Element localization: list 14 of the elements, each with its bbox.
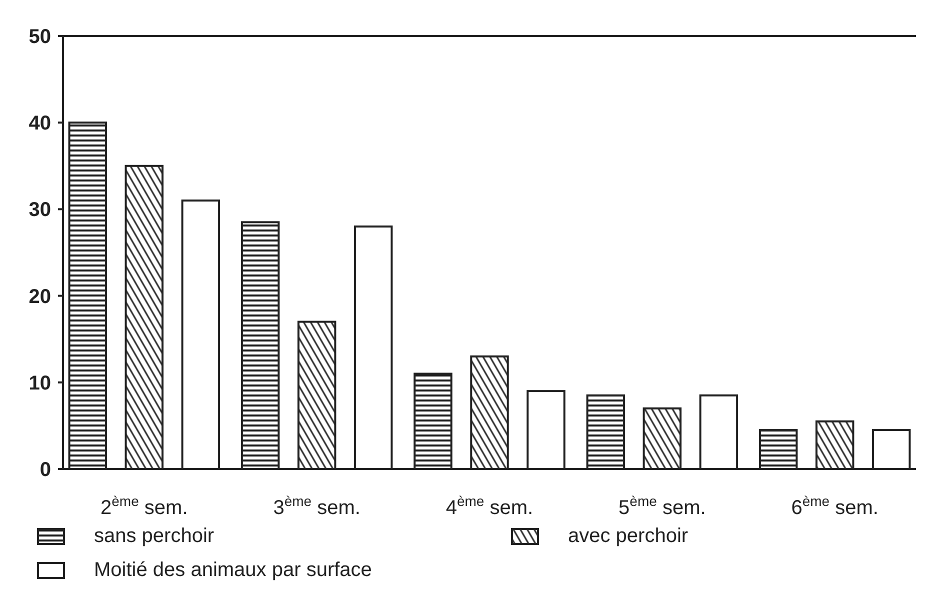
x-tick-label: 6$^{ème}$ sem. — [791, 493, 878, 519]
legend-label: sans perchoir — [94, 525, 214, 547]
y-tick-label: 30 — [28, 199, 51, 222]
y-tick-label: 50 — [28, 26, 51, 48]
x-tick-label: 4$^{ème}$ sem. — [446, 493, 534, 519]
x-tick-label: 2$^{ème}$ sem. — [100, 493, 188, 519]
x-tick-label: 3$^{ème}$ sem. — [273, 493, 360, 519]
legend-label: avec perchoir — [568, 525, 688, 547]
y-tick-label: 40 — [28, 112, 51, 135]
legend-label: Moitié des animaux par surface — [94, 559, 372, 581]
y-tick-label: 0 — [40, 459, 51, 481]
y-tick-label: 20 — [28, 286, 51, 308]
y-tick-label: 10 — [28, 372, 51, 394]
x-tick-label: 5$^{ème}$ sem. — [618, 493, 706, 519]
